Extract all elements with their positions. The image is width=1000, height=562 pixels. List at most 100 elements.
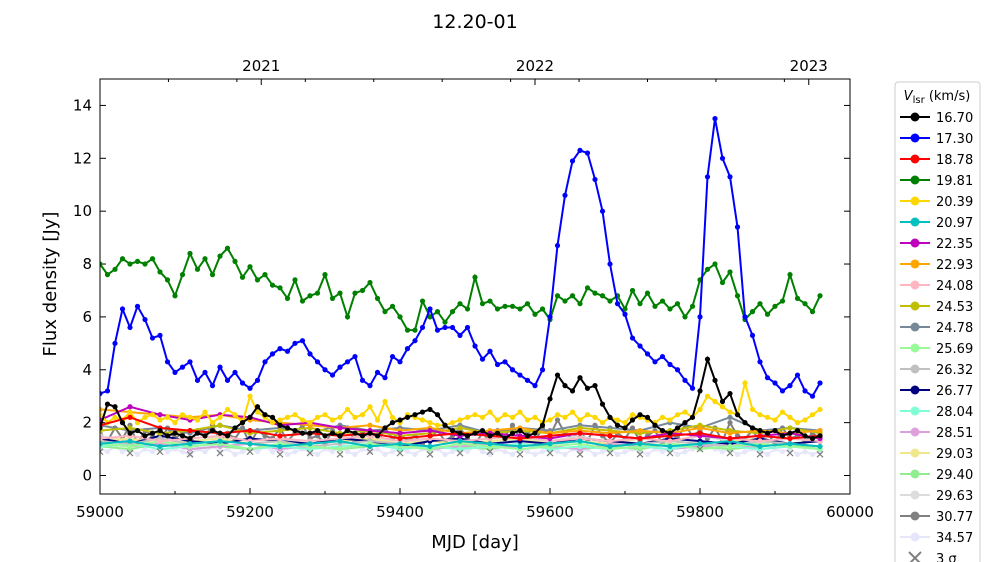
data-point	[389, 420, 396, 426]
data-point	[757, 433, 763, 439]
data-point	[269, 282, 276, 288]
data-point	[119, 306, 126, 312]
data-point	[629, 287, 636, 294]
data-point	[577, 430, 583, 436]
data-point	[809, 435, 816, 442]
data-point	[217, 422, 223, 428]
data-point	[299, 338, 306, 344]
y-tick-label: 10	[73, 202, 92, 220]
data-point	[142, 261, 148, 267]
data-point	[802, 433, 808, 439]
data-point	[742, 449, 748, 455]
legend-item: 34.57	[900, 531, 973, 546]
data-point	[817, 406, 823, 413]
legend-label: 16.70	[936, 111, 973, 126]
data-point	[794, 295, 801, 301]
sigma3-marker	[100, 448, 104, 456]
data-point	[472, 430, 478, 436]
data-point	[202, 449, 208, 455]
data-point	[772, 427, 778, 434]
sigma3-marker	[666, 449, 674, 457]
data-point	[367, 404, 373, 410]
data-point	[269, 351, 276, 357]
data-point	[299, 430, 306, 436]
sigma3-marker	[366, 448, 374, 456]
data-point	[299, 298, 306, 304]
legend-x-marker	[908, 551, 922, 562]
data-point	[719, 279, 726, 286]
data-point	[247, 427, 253, 434]
data-point	[494, 417, 501, 423]
data-point	[562, 192, 568, 198]
data-point	[232, 258, 238, 264]
data-point	[509, 303, 516, 309]
data-point	[284, 348, 291, 354]
data-point	[794, 372, 801, 378]
data-point	[224, 377, 231, 383]
data-point	[772, 303, 778, 309]
data-point	[817, 293, 823, 299]
data-point	[374, 369, 381, 376]
data-point	[629, 335, 636, 341]
data-point	[764, 375, 771, 381]
data-point	[719, 155, 726, 161]
data-point	[472, 412, 478, 418]
legend-label: 18.78	[936, 153, 973, 168]
legend-marker	[910, 469, 920, 479]
data-point	[727, 174, 733, 180]
data-point	[337, 438, 343, 444]
data-point	[269, 449, 276, 455]
legend-item: 20.39	[900, 195, 973, 210]
data-point	[719, 404, 726, 410]
data-point	[787, 441, 793, 447]
data-point	[667, 306, 673, 312]
data-point	[787, 435, 793, 442]
data-point	[164, 277, 171, 283]
data-point	[779, 433, 786, 439]
data-point	[794, 420, 801, 426]
sigma3-marker	[126, 449, 134, 457]
data-point	[674, 451, 681, 457]
legend-title: Vlsr (km/s)	[904, 89, 971, 106]
data-point	[592, 290, 598, 296]
data-point	[217, 449, 223, 455]
y-tick-label: 2	[82, 414, 92, 432]
data-point	[322, 433, 328, 439]
data-point	[599, 208, 606, 214]
data-point	[142, 316, 148, 323]
data-point	[479, 301, 486, 307]
data-point	[104, 449, 111, 455]
legend-item: 29.40	[900, 468, 973, 483]
legend-label: 26.32	[936, 363, 973, 378]
data-point	[277, 422, 283, 428]
sigma3-marker	[156, 448, 164, 456]
legend-marker	[910, 259, 920, 269]
data-point	[479, 356, 486, 362]
data-point	[389, 303, 396, 309]
legend-marker	[910, 427, 920, 437]
data-point	[187, 414, 193, 420]
x-tick-label: 59600	[526, 503, 574, 521]
data-point	[277, 285, 283, 291]
data-point	[284, 295, 291, 301]
data-point	[164, 414, 171, 420]
data-point	[637, 441, 643, 447]
data-point	[772, 417, 778, 423]
data-point	[779, 298, 786, 304]
legend: Vlsr (km/s) 16.70 17.30 18.78 19.81 20.39 20.…	[894, 81, 981, 562]
data-point	[142, 433, 148, 439]
legend-item: 28.51	[900, 426, 973, 441]
sigma3-marker	[426, 450, 434, 458]
data-point	[344, 314, 351, 320]
data-point	[157, 332, 163, 339]
data-point	[532, 383, 538, 389]
data-point	[682, 409, 688, 415]
data-point	[337, 425, 343, 431]
data-point	[539, 422, 546, 428]
data-point	[284, 414, 291, 420]
y-tick-label: 6	[82, 308, 92, 326]
data-point	[622, 306, 628, 312]
data-point	[127, 414, 133, 420]
data-point	[179, 412, 186, 418]
data-point	[562, 298, 568, 304]
